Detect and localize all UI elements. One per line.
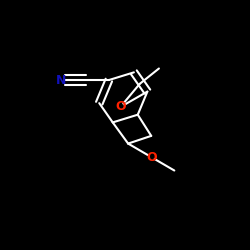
Text: O: O [146,150,156,164]
Text: N: N [56,74,66,86]
Text: O: O [115,100,126,114]
